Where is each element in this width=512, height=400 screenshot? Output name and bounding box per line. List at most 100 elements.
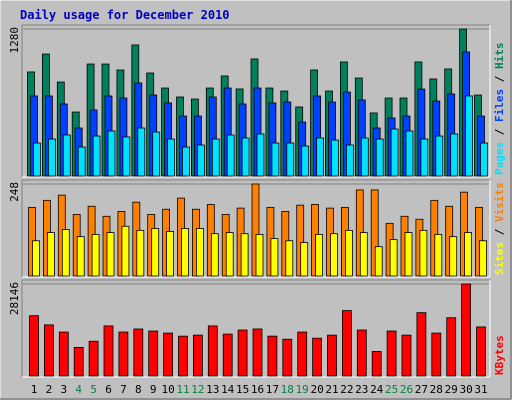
bar [182,146,190,177]
bar [360,137,369,177]
y-tick-label: 248 [8,182,21,202]
bar [405,130,414,177]
bar [434,234,443,277]
bar [331,139,339,177]
x-tick-label: 4 [75,383,82,396]
legend-entry: Visits [493,182,506,222]
bar [225,232,234,277]
bar [163,332,174,377]
bar [312,337,323,377]
bar [207,325,218,377]
legend: Sites / Visits [493,182,506,275]
panels: 1280 Pages / Files / Hits 248 Sites / Visit… [8,24,506,396]
bar [267,335,278,377]
bar [449,236,458,277]
bar [62,134,71,177]
bar [300,242,309,277]
x-tick-label: 28 [430,383,443,396]
bar [211,138,220,177]
bar [356,329,367,377]
bar [370,189,379,277]
bar [58,331,69,377]
x-tick-label: 9 [150,383,157,396]
bar [137,127,146,177]
bar [301,145,310,177]
bar [195,228,204,277]
bar [151,228,160,277]
bar [435,135,444,177]
x-tick-label: 10 [161,383,174,396]
bar [386,330,397,377]
bar [48,138,56,177]
bar [33,142,41,177]
x-tick-label: 15 [236,383,249,396]
legend-entry: Sites [493,242,506,275]
legend-entry: KBytes [493,335,506,375]
bar [210,233,219,277]
bar [148,330,159,377]
x-tick-label: 6 [105,383,112,396]
bar [285,240,294,277]
bar [286,142,295,177]
bar [107,130,116,177]
bar [106,232,115,277]
bar [341,310,352,377]
bar [92,135,101,177]
x-tick-label: 14 [221,383,235,396]
x-tick-label: 30 [459,383,472,396]
x-tick-label: 8 [135,383,142,396]
bar [181,228,189,277]
bar [118,331,129,377]
bar [461,283,472,377]
legend-separator: / [493,222,506,242]
bar [316,137,325,177]
x-tick-label: 17 [266,383,279,396]
bar [222,333,233,377]
x-tick-label: 5 [90,383,97,396]
bar [282,338,293,377]
bar [390,128,399,177]
x-tick-label: 7 [120,383,127,396]
y-tick-label: 28146 [8,282,21,315]
bar [296,204,305,277]
bar [344,229,353,277]
x-tick-label: 19 [296,383,309,396]
bar [196,144,205,177]
bar [103,325,114,377]
legend: KBytes [493,335,506,375]
bar [389,239,398,277]
bar [420,138,429,177]
x-tick-label: 23 [355,383,368,396]
bar [327,334,337,377]
bar [122,136,131,177]
bar [251,183,260,277]
bar [226,134,235,177]
bar [241,137,250,177]
bar [44,324,54,377]
y-tick-label: 1280 [8,27,21,54]
x-tick-label: 26 [400,383,413,396]
bar [121,225,130,277]
bar [480,142,488,177]
legend: Pages / Files / Hits [493,43,506,176]
bar [152,131,161,177]
bar [88,340,99,377]
legend-separator: / [493,69,506,89]
bar [255,234,264,277]
bar [167,138,176,177]
bar [240,233,249,277]
bar [374,246,383,277]
x-tick-label: 31 [474,383,487,396]
bar [450,133,459,177]
legend-entry: Hits [493,43,506,70]
bar [371,351,382,377]
bar [192,334,203,377]
bar [47,232,55,277]
x-tick-label: 20 [310,383,323,396]
bar [136,229,145,277]
legend-entry: Files [493,89,506,122]
bar [401,334,412,377]
bar [61,229,70,277]
bar [375,138,384,177]
